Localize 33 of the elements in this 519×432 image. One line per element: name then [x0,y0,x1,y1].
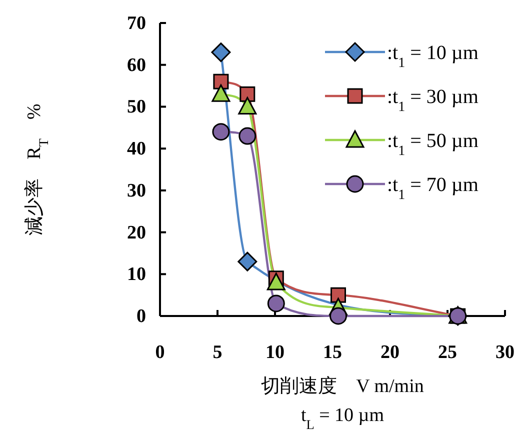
point [330,307,347,325]
x-tick-label: 20 [380,342,400,363]
legend-label: :t$_{1}$ = 70 µm [387,174,479,202]
legend-label: :t$_{1}$ = 30 µm [387,86,479,114]
y-tick-label: 10 [127,264,146,286]
point [212,84,230,102]
point [238,252,258,272]
point [238,96,257,114]
y-tick-label: 40 [127,138,146,160]
y-tick-label: 30 [127,180,146,202]
y-tick-label: 70 [127,13,146,34]
point [330,287,346,303]
x-tick-label: 25 [438,342,457,363]
point [213,74,229,90]
point [211,42,231,62]
x-tick-label: 30 [496,342,514,363]
point [266,272,286,290]
point [267,294,285,312]
point [238,127,256,145]
legend-label: :t$_{1}$ = 10 µm [387,42,479,70]
text: t$_{L}$ = 10 µm [300,405,384,432]
y-tick-label: 20 [127,222,146,244]
y-tick-label: 0 [136,306,146,327]
y-tick-label: 60 [127,54,146,76]
point [240,86,256,102]
x-tick-label: 5 [212,342,222,363]
point [212,123,230,141]
legend-label: :t$_{1}$ = 50 µm [387,130,479,158]
y-tick-label: 50 [127,96,146,118]
x-tick-label: 0 [155,342,165,363]
x-tick-label: 10 [266,342,284,363]
x-axis-title: 切削速度 V m/min [261,375,424,397]
x-tick-label: 15 [323,342,342,363]
